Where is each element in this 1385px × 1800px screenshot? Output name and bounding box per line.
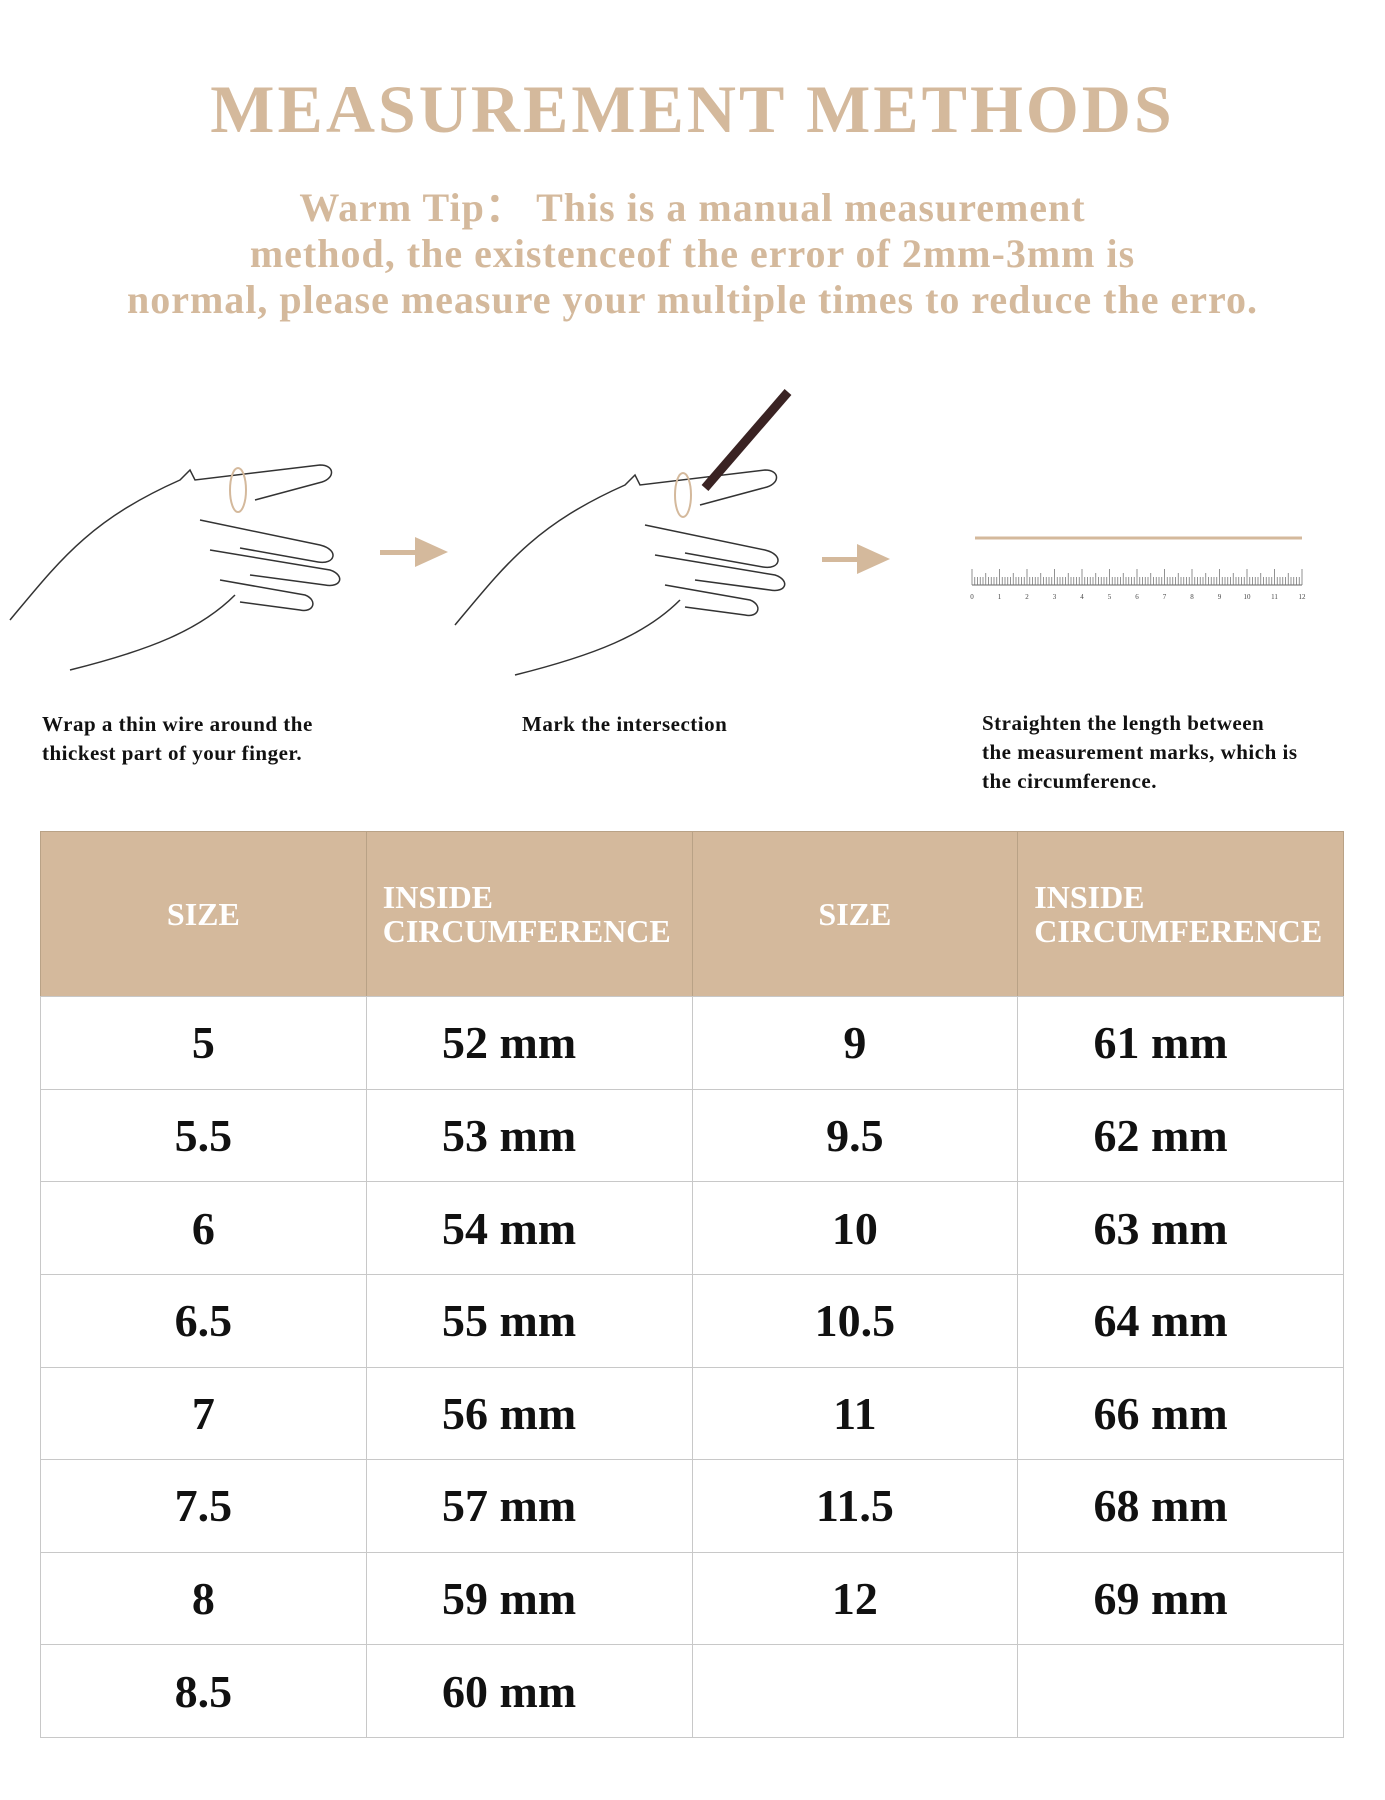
table-cell: 7 [40,1366,367,1461]
table-cell: 10.5 [691,1273,1019,1368]
ruler-label: 8 [1190,593,1194,601]
table-cell: 6.5 [40,1273,367,1368]
table-cell: 56 mm [365,1366,693,1461]
title: MEASUREMENT METHODS [210,71,1175,147]
table-cell: 11.5 [691,1459,1019,1553]
warm-tip: Warm Tip： This is a manual measurement m… [0,185,1385,323]
table-cell: 60 mm [365,1644,693,1738]
arrows [380,537,890,574]
hand-2 [454,389,792,676]
table-cell: 68 mm [1017,1459,1344,1553]
ruler-label: 4 [1080,593,1084,601]
header-line: SIZE [166,896,240,932]
table-cell: 69 mm [1017,1551,1344,1646]
header-line: SIZE [818,896,892,932]
caption-line: the circumference. [982,769,1157,793]
table-cell: 6 [40,1181,367,1275]
illustrations: 0 1 2 3 4 5 6 7 8 9 10 11 12 [9,389,1306,676]
ruler-label: 7 [1163,593,1167,601]
header-line: CIRCUMFERENCE [1034,913,1323,949]
step-caption: Straighten the length between the measur… [982,709,1298,796]
caption-line: thickest part of your finger. [42,741,303,765]
table-cell: 12 [691,1551,1019,1646]
header-text: SIZE [818,897,891,931]
header-cell: INSIDE CIRCUMFERENCE [1017,831,1344,997]
hand-1 [9,464,341,671]
header-line: INSIDE [382,879,494,915]
ruler-label: 3 [1053,593,1057,601]
table-cell: 7.5 [40,1459,367,1553]
ruler-label: 11 [1271,593,1278,601]
table-cell: 57 mm [365,1459,693,1553]
table-cell: 9.5 [691,1088,1019,1183]
ruler-label: 1 [998,593,1002,601]
table-cell: 8.5 [40,1644,367,1738]
header-text: SIZE [167,897,240,931]
table-cell: 54 mm [365,1181,693,1275]
step-caption: Mark the intersection [522,710,727,739]
header-cell: SIZE [40,831,367,997]
tip-line: normal, please measure your multiple tim… [126,277,1259,322]
tip-line: Warm Tip： This is a manual measurement [299,185,1086,230]
table-cell: 9 [691,996,1019,1090]
table-cell: 5.5 [40,1088,367,1183]
ruler-label: 0 [970,593,974,601]
ruler-label: 12 [1299,593,1307,601]
table-cell: 61 mm [1017,996,1344,1090]
ruler-label: 2 [1025,593,1029,601]
header-line: CIRCUMFERENCE [382,913,671,949]
table-cell: 62 mm [1017,1088,1344,1183]
table-cell: 66 mm [1017,1366,1344,1461]
caption-line: Mark the intersection [522,712,728,736]
table-cell [1017,1644,1344,1738]
table-cell: 64 mm [1017,1273,1344,1368]
table-cell: 53 mm [365,1088,693,1183]
ruler-label: 9 [1218,593,1222,601]
tip-line: method, the existenceof the error of 2mm… [249,231,1136,276]
ruler-label: 10 [1244,593,1252,601]
table-cell: 52 mm [365,996,693,1090]
step-caption: Wrap a thin wire around the thickest par… [42,710,313,768]
header-line: INSIDE [1034,879,1145,915]
table-cell: 63 mm [1017,1181,1344,1275]
table-cell: 8 [40,1551,367,1646]
ruler-label: 6 [1135,593,1139,601]
table-cell: 59 mm [365,1551,693,1646]
table-cell [691,1644,1019,1738]
header-cell: INSIDE CIRCUMFERENCE [365,831,693,997]
ruler: 0 1 2 3 4 5 6 7 8 9 10 11 12 [970,569,1306,601]
header-cell: SIZE [691,831,1019,997]
header-text: INSIDE CIRCUMFERENCE [383,880,671,948]
table-cell: 5 [40,996,367,1090]
ruler-label: 5 [1108,593,1112,601]
size-table: SIZE INSIDE CIRCUMFERENCE SIZE INSIDE CIRCUMF… [40,831,1344,1738]
header-text: INSIDE CIRCUMFERENCE [1034,880,1322,948]
table-cell: 11 [691,1366,1019,1461]
table-cell: 55 mm [365,1273,693,1368]
caption-line: the measurement marks, which is [982,740,1298,764]
caption-line: Straighten the length between [982,711,1265,735]
caption-line: Wrap a thin wire around the [42,712,313,736]
table-cell: 10 [691,1181,1019,1275]
